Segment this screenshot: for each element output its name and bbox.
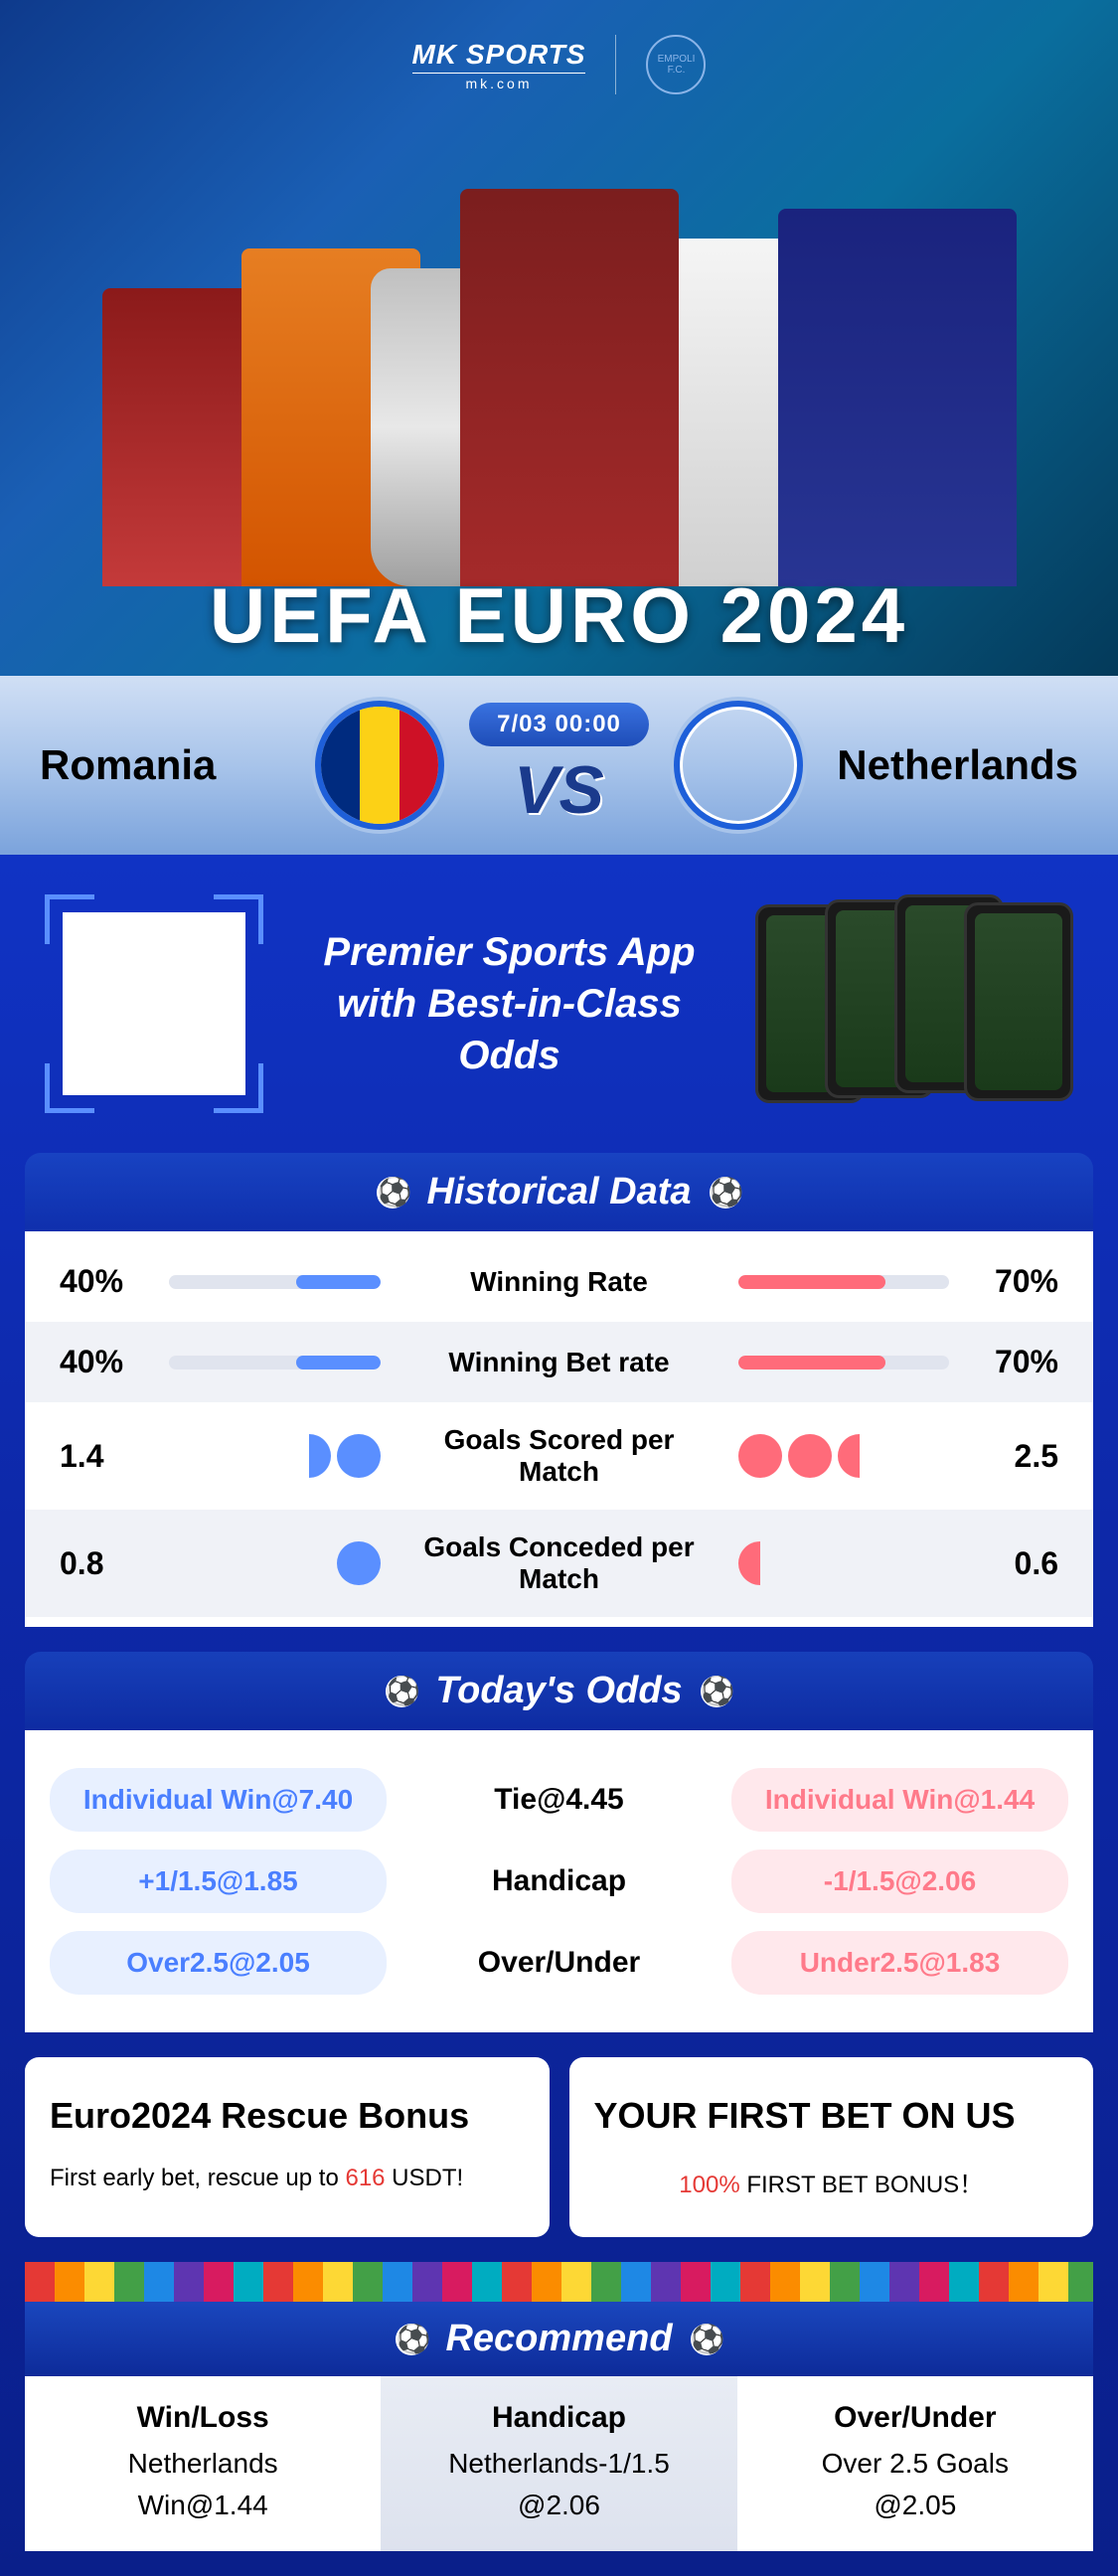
club-badge: EMPOLI F.C.: [646, 35, 706, 94]
recommend-value: Over 2.5 Goals@2.05: [752, 2443, 1078, 2526]
flag-right: [674, 701, 803, 830]
bonus-card-rescue[interactable]: Euro2024 Rescue Bonus First early bet, r…: [25, 2057, 550, 2237]
stat-left-value: 1.4: [60, 1438, 149, 1475]
stat-right-value: 70%: [969, 1263, 1058, 1300]
stat-row: 40% Winning Bet rate 70%: [25, 1322, 1093, 1402]
stat-right-value: 70%: [969, 1344, 1058, 1380]
bar-right: [738, 1275, 950, 1289]
stat-row: 0.8 Goals Conceded per Match 0.6: [25, 1510, 1093, 1617]
recommend-col-overunder[interactable]: Over/Under Over 2.5 Goals@2.05: [737, 2376, 1093, 2551]
historical-header: Historical Data: [25, 1153, 1093, 1231]
historical-title: Historical Data: [426, 1171, 691, 1213]
bonus-row: Euro2024 Rescue Bonus First early bet, r…: [25, 2057, 1093, 2237]
app-screenshots: [755, 894, 1073, 1113]
team-right-name: Netherlands: [828, 741, 1078, 789]
logo-block: MK SPORTS mk.com EMPOLI F.C.: [0, 0, 1118, 94]
historical-card: 40% Winning Rate 70% 40% Winning Bet rat…: [25, 1231, 1093, 1627]
odds-pill-left[interactable]: +1/1.5@1.85: [50, 1850, 387, 1913]
recommend-value: Netherlands-1/1.5@2.06: [396, 2443, 721, 2526]
odds-center: Tie@4.45: [406, 1783, 712, 1817]
stat-row: 1.4 Goals Scored per Match 2.5: [25, 1402, 1093, 1510]
stat-label: Winning Bet rate: [400, 1347, 719, 1378]
main-panel: Premier Sports Appwith Best-in-Class Odd…: [0, 855, 1118, 2576]
bonus-title: Euro2024 Rescue Bonus: [50, 2095, 525, 2137]
stat-left-value: 40%: [60, 1344, 149, 1380]
stat-left-value: 0.8: [60, 1545, 149, 1582]
recommend-label: Win/Loss: [40, 2401, 366, 2435]
bar-right: [738, 1356, 950, 1369]
bonus-title: YOUR FIRST BET ON US: [594, 2095, 1069, 2137]
balls-right: [738, 1541, 950, 1585]
vs-text: VS: [469, 751, 649, 829]
recommend-title: Recommend: [445, 2318, 672, 2360]
ball-icon: [386, 1676, 417, 1707]
ball-icon: [377, 1177, 408, 1208]
logo-divider: [615, 35, 616, 94]
match-date: 7/03 00:00: [469, 703, 649, 746]
balls-right: [738, 1434, 950, 1478]
odds-pill-left[interactable]: Individual Win@7.40: [50, 1768, 387, 1832]
stat-right-value: 2.5: [969, 1438, 1058, 1475]
stat-label: Winning Rate: [400, 1266, 719, 1298]
recommend-col-handicap[interactable]: Handicap Netherlands-1/1.5@2.06: [381, 2376, 736, 2551]
recommend-col-winloss[interactable]: Win/Loss NetherlandsWin@1.44: [25, 2376, 381, 2551]
odds-center: Handicap: [406, 1864, 712, 1898]
bar-left: [169, 1275, 381, 1289]
match-bar: Romania 7/03 00:00 VS Netherlands: [0, 676, 1118, 855]
balls-left: [169, 1541, 381, 1585]
recommend-header: Recommend: [25, 2302, 1093, 2376]
odds-center: Over/Under: [406, 1946, 712, 1980]
recommend-value: NetherlandsWin@1.44: [40, 2443, 366, 2526]
odds-title: Today's Odds: [435, 1670, 682, 1712]
ball-icon: [710, 1177, 741, 1208]
odds-row: Over2.5@2.05 Over/Under Under2.5@1.83: [50, 1931, 1068, 1995]
odds-card: Individual Win@7.40 Tie@4.45 Individual …: [25, 1730, 1093, 2032]
stat-row: 40% Winning Rate 70%: [25, 1241, 1093, 1322]
ball-icon: [396, 2324, 427, 2355]
stat-label: Goals Scored per Match: [400, 1424, 719, 1488]
odds-row: +1/1.5@1.85 Handicap -1/1.5@2.06: [50, 1850, 1068, 1913]
hero-banner: MK SPORTS mk.com EMPOLI F.C. UEFA EURO 2…: [0, 0, 1118, 676]
flag-left: [315, 701, 444, 830]
bonus-card-firstbet[interactable]: YOUR FIRST BET ON US 100% FIRST BET BONU…: [569, 2057, 1094, 2237]
team-left-name: Romania: [40, 741, 290, 789]
bar-left: [169, 1356, 381, 1369]
bonus-subtitle: First early bet, rescue up to 616 USDT!: [50, 2165, 525, 2192]
stat-right-value: 0.6: [969, 1545, 1058, 1582]
odds-row: Individual Win@7.40 Tie@4.45 Individual …: [50, 1768, 1068, 1832]
odds-pill-right[interactable]: -1/1.5@2.06: [731, 1850, 1068, 1913]
players-illustration: [0, 169, 1118, 586]
stat-label: Goals Conceded per Match: [400, 1531, 719, 1595]
ball-icon: [691, 2324, 722, 2355]
ball-icon: [701, 1676, 732, 1707]
color-bar: [25, 2262, 1093, 2302]
recommend-grid: Win/Loss NetherlandsWin@1.44 Handicap Ne…: [25, 2376, 1093, 2551]
odds-pill-left[interactable]: Over2.5@2.05: [50, 1931, 387, 1995]
promo-text: Premier Sports Appwith Best-in-Class Odd…: [293, 926, 725, 1081]
hero-title: UEFA EURO 2024: [0, 570, 1118, 661]
odds-header: Today's Odds: [25, 1652, 1093, 1730]
stat-left-value: 40%: [60, 1263, 149, 1300]
balls-left: [169, 1434, 381, 1478]
mk-logo: MK SPORTS mk.com: [412, 39, 586, 91]
bonus-subtitle: 100% FIRST BET BONUS！: [594, 2165, 1069, 2199]
recommend-label: Handicap: [396, 2401, 721, 2435]
odds-pill-right[interactable]: Under2.5@1.83: [731, 1931, 1068, 1995]
odds-pill-right[interactable]: Individual Win@1.44: [731, 1768, 1068, 1832]
promo-row: Premier Sports Appwith Best-in-Class Odd…: [25, 894, 1093, 1153]
qr-code[interactable]: [45, 894, 263, 1113]
vs-block: 7/03 00:00 VS: [469, 703, 649, 829]
recommend-label: Over/Under: [752, 2401, 1078, 2435]
